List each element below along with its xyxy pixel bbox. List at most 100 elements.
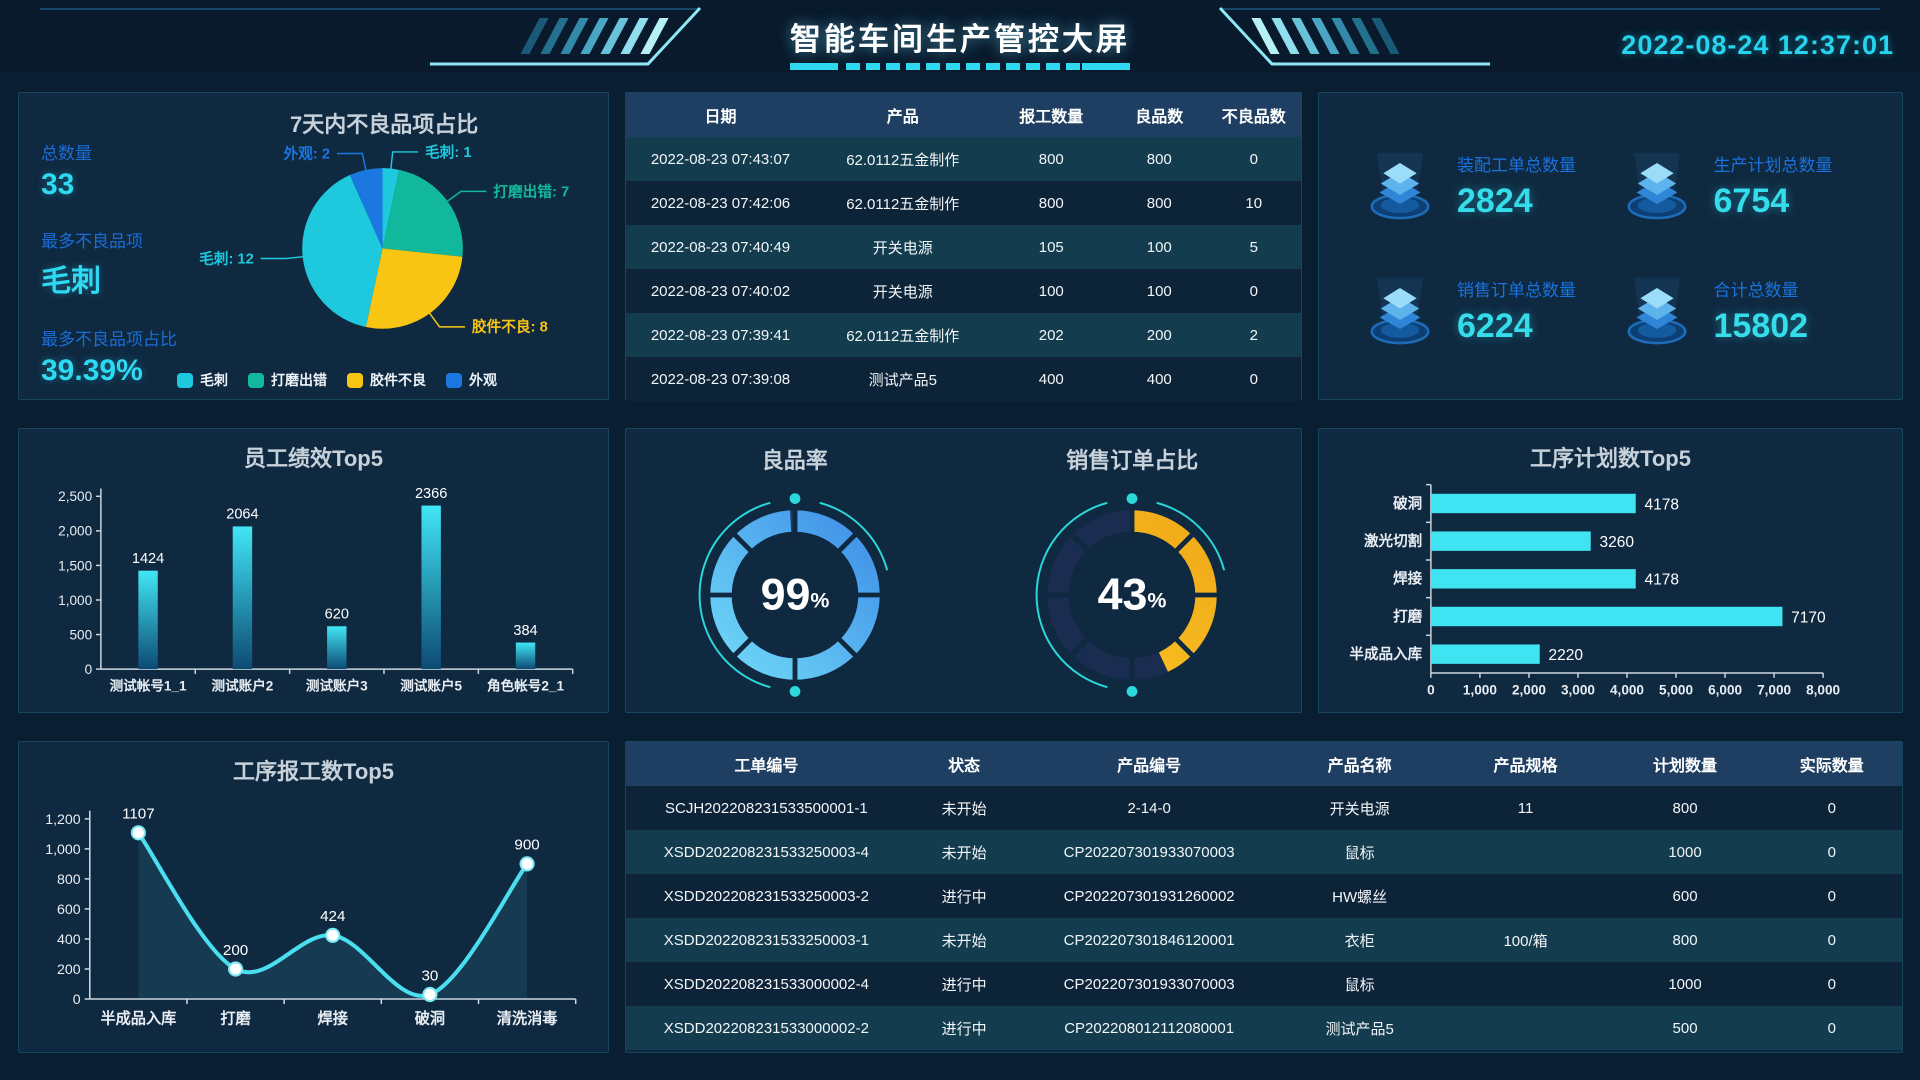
svg-text:800: 800: [57, 872, 81, 888]
table-cell: 未开始: [941, 800, 987, 818]
defect-stats: 总数量 33 最多不良品项 毛刺 最多不良品项占比 39.39%: [41, 139, 201, 413]
svg-text:破洞: 破洞: [415, 1009, 445, 1027]
table-cell: 测试产品5: [1325, 1020, 1394, 1038]
panel-title: 7天内不良品项占比: [290, 112, 479, 137]
legend-item: 外观: [446, 370, 497, 390]
svg-text:6,000: 6,000: [1708, 682, 1742, 697]
report-line-chart: 0 200 400 600 800 1,000 1,200 1107 半成品入库 200 打磨 424…: [25, 786, 602, 1046]
table-cell: 进行中: [941, 1020, 987, 1038]
panel-defect-ratio: 7天内不良品项占比 总数量 33 最多不良品项 毛刺 最多不良品项占比 39.3…: [18, 92, 609, 400]
svg-text:500: 500: [69, 627, 92, 642]
table-row: 2022-08-23 07:39:08 测试产品5 400 400 0: [626, 357, 1301, 401]
table-cell: 0: [1249, 150, 1258, 168]
table-row: SCJH202208231533500001-1 未开始 2-14-0 开关电源 11 8…: [626, 786, 1902, 830]
table-cell: 400: [1146, 370, 1172, 388]
svg-text:200: 200: [57, 962, 81, 978]
table-header-row: 工单编号 状态 产品编号 产品名称 产品规格 计划数量 实际数量: [626, 742, 1902, 786]
svg-text:1,200: 1,200: [45, 812, 81, 828]
legend-item: 胶件不良: [347, 370, 426, 390]
svg-text:1,000: 1,000: [58, 593, 92, 608]
gauge-title: 销售订单占比: [1066, 448, 1199, 473]
table-cell: 62.0112五金制作: [846, 151, 960, 169]
svg-text:打磨: 打磨: [220, 1009, 251, 1027]
table-cell: 200: [1146, 326, 1172, 344]
legend-swatch: [347, 372, 364, 388]
svg-text:5,000: 5,000: [1659, 682, 1693, 697]
table-cell: [1443, 874, 1609, 918]
table-cell: 600: [1672, 887, 1698, 905]
table-cell: 未开始: [941, 932, 987, 950]
performance-bar-chart: 0 500 1,000 1,500 2,000 2,500 1424 测试帐号1_1 2064 测…: [25, 473, 602, 706]
svg-text:2,000: 2,000: [1512, 682, 1546, 697]
header-bar: 智能车间生产管控大屏 2022-08-24 12:37:01: [0, 0, 1920, 72]
stat-card-assembly-orders: 装配工单总数量 2824: [1359, 123, 1616, 248]
table-cell: 进行中: [941, 888, 987, 906]
svg-text:600: 600: [57, 902, 81, 918]
svg-text:破洞: 破洞: [1393, 494, 1422, 512]
stat-label: 生产计划总数量: [1713, 155, 1833, 175]
column-header: 产品: [815, 93, 991, 137]
table-cell: 800: [1146, 194, 1172, 212]
table-cell: 开关电源: [1329, 800, 1390, 818]
table-row: 2022-08-23 07:40:49 开关电源 105 100 5: [626, 225, 1301, 269]
panel-title: 工序报工数Top5: [233, 759, 394, 784]
legend-label: 外观: [469, 372, 498, 388]
table-cell: XSDD202208231533000002-4: [663, 975, 869, 993]
stat-label: 合计总数量: [1713, 280, 1799, 300]
table-row: XSDD202208231533250003-2 进行中 CP20220730193…: [626, 874, 1902, 918]
table-cell: 100/箱: [1503, 932, 1548, 950]
stat-value: 6224: [1457, 306, 1533, 345]
dashboard-grid: 7天内不良品项占比 总数量 33 最多不良品项 毛刺 最多不良品项占比 39.3…: [0, 72, 1920, 1053]
order-gauge-box: 销售订单占比 43%: [964, 429, 1302, 712]
column-header: 良品数: [1112, 93, 1207, 137]
page-title: 智能车间生产管控大屏: [790, 22, 1130, 57]
defect-pie-chart: 毛刺: 1 打磨出错: 7 胶件不良: 8 毛刺: 12 外观: 2: [169, 123, 600, 357]
svg-text:1424: 1424: [132, 551, 164, 567]
panel-work-orders: 工单编号 状态 产品编号 产品名称 产品规格 计划数量 实际数量 SCJH2022082315…: [625, 741, 1903, 1053]
panel-stat-cards: 装配工单总数量 2824 生产计划总数量 6754 销售订单总数量 6224 合计总数…: [1318, 92, 1903, 400]
table-cell: CP202207301933070003: [1063, 975, 1235, 993]
svg-text:1,000: 1,000: [1463, 682, 1497, 697]
legend-swatch: [248, 372, 265, 388]
svg-text:43%: 43%: [1098, 570, 1167, 620]
yield-gauge-box: 良品率 99%: [626, 429, 964, 712]
table-cell: 800: [1146, 150, 1172, 168]
stat-label: 销售订单总数量: [1457, 280, 1576, 300]
table-row: XSDD202208231533000002-2 进行中 CP20220801211…: [626, 1006, 1902, 1050]
svg-text:99%: 99%: [760, 570, 829, 620]
layers-icon: [1627, 152, 1686, 219]
stat-value: 6754: [1713, 181, 1790, 220]
table-cell: 1000: [1668, 843, 1702, 861]
panel-process-report: 工序报工数Top5 0 200 400 600 800 1,000 1,200 1107 半成品…: [18, 741, 609, 1053]
stat-label: 总数量: [41, 144, 92, 163]
left-slashes: [520, 18, 669, 54]
svg-text:半成品入库: 半成品入库: [100, 1009, 176, 1027]
pie-legend: 毛刺 打磨出错 胶件不良 外观: [177, 370, 497, 390]
column-header: 报工数量: [990, 93, 1112, 137]
svg-text:200: 200: [223, 942, 248, 959]
column-header: 实际数量: [1761, 742, 1902, 786]
report-table: 日期 产品 报工数量 良品数 不良品数 2022-08-23 07:43:07 62.011…: [626, 93, 1301, 401]
column-header: 产品编号: [1021, 742, 1277, 786]
table-cell: XSDD202208231533250003-4: [663, 843, 869, 861]
panel-title: 员工绩效Top5: [244, 446, 383, 471]
svg-text:1107: 1107: [122, 806, 155, 823]
svg-text:8,000: 8,000: [1806, 682, 1840, 697]
svg-text:半成品入库: 半成品入库: [1349, 645, 1422, 663]
table-cell: 衣柜: [1344, 932, 1375, 950]
table-cell: 11: [1517, 799, 1534, 817]
svg-text:1,000: 1,000: [45, 842, 81, 858]
table-row: XSDD202208231533250003-1 未开始 CP20220730184…: [626, 918, 1902, 962]
svg-text:424: 424: [320, 908, 345, 925]
panel-report-table: 日期 产品 报工数量 良品数 不良品数 2022-08-23 07:43:07 62.011…: [625, 92, 1302, 401]
stat-card-sales-orders: 销售订单总数量 6224: [1359, 248, 1616, 373]
svg-text:0: 0: [85, 662, 93, 677]
svg-text:4,000: 4,000: [1610, 682, 1644, 697]
legend-item: 毛刺: [177, 370, 228, 390]
table-cell: 100: [1146, 238, 1172, 256]
table-cell: 2022-08-23 07:40:02: [650, 282, 791, 300]
table-cell: [1443, 962, 1609, 1006]
table-cell: 800: [1672, 799, 1698, 817]
stat-value: 毛刺: [41, 265, 101, 298]
table-cell: 800: [1672, 931, 1698, 949]
